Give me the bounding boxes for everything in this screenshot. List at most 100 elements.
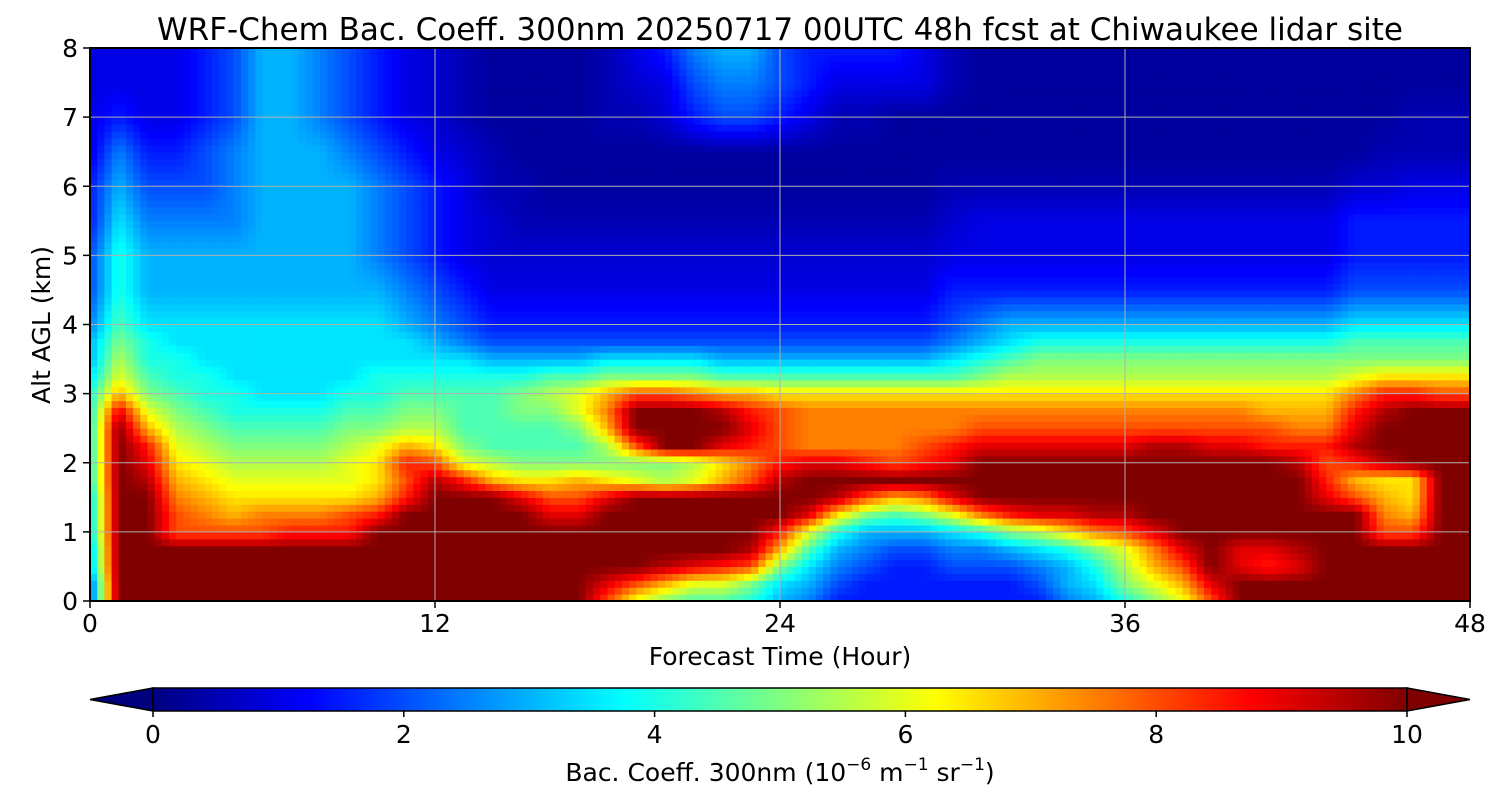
heatmap-cell	[557, 524, 565, 533]
heatmap-cell	[1369, 531, 1378, 540]
heatmap-cell	[880, 462, 889, 471]
heatmap-cell	[1045, 469, 1054, 478]
heatmap-cell	[1168, 594, 1176, 601]
heatmap-cell	[787, 421, 795, 429]
heatmap-cell	[1319, 531, 1327, 540]
heatmap-cell	[1067, 476, 1076, 485]
heatmap-cell	[521, 448, 530, 457]
heatmap-cell	[1254, 594, 1263, 601]
heatmap-cell	[406, 545, 415, 554]
heatmap-cell	[801, 497, 810, 505]
heatmap-cell	[370, 531, 379, 540]
heatmap-cell	[1031, 435, 1040, 443]
heatmap-cell	[226, 587, 235, 595]
heatmap-cell	[1426, 490, 1435, 498]
heatmap-cell	[700, 559, 709, 568]
heatmap-cell	[535, 552, 544, 561]
heatmap-cell	[952, 462, 961, 471]
heatmap-cell	[1010, 469, 1018, 478]
heatmap-cell	[765, 476, 774, 485]
heatmap-cell	[1017, 476, 1025, 485]
heatmap-cell	[607, 483, 616, 491]
heatmap-cell	[1182, 435, 1191, 443]
heatmap-cell	[708, 421, 716, 429]
heatmap-cell	[161, 518, 170, 526]
heatmap-cell	[1096, 469, 1105, 478]
heatmap-cell	[787, 580, 795, 588]
heatmap-cell	[1189, 545, 1198, 554]
heatmap-cell	[643, 448, 652, 457]
heatmap-cell	[1125, 428, 1133, 436]
heatmap-cell	[1153, 469, 1162, 478]
heatmap-cell	[341, 469, 350, 478]
heatmap-cell	[1089, 476, 1097, 485]
heatmap-cell	[269, 455, 278, 464]
heatmap-cell	[219, 531, 228, 540]
heatmap-cell	[945, 594, 954, 601]
heatmap-cell	[341, 421, 350, 429]
heatmap-cell	[1369, 442, 1378, 450]
heatmap-cell	[478, 476, 486, 485]
heatmap-cell	[614, 469, 623, 478]
heatmap-cell	[729, 504, 738, 512]
heatmap-cell	[154, 448, 163, 457]
heatmap-cell	[370, 538, 379, 547]
heatmap-cell	[916, 531, 925, 540]
heatmap-cell	[370, 435, 379, 443]
heatmap-cell	[161, 435, 170, 443]
heatmap-cell	[1017, 545, 1025, 554]
heatmap-cell	[1067, 566, 1076, 574]
heatmap-cell	[1225, 490, 1234, 498]
heatmap-cell	[902, 490, 910, 498]
heatmap-cell	[255, 559, 264, 568]
heatmap-cell	[233, 524, 242, 533]
heatmap-cell	[456, 587, 465, 595]
heatmap-cell	[305, 462, 314, 471]
heatmap-cell	[341, 442, 350, 450]
heatmap-cell	[442, 518, 450, 526]
heatmap-cell	[125, 511, 134, 519]
heatmap-cell	[399, 524, 407, 533]
heatmap-cell	[205, 448, 213, 457]
heatmap-cell	[391, 504, 400, 512]
heatmap-cell	[1168, 448, 1176, 457]
heatmap-cell	[1139, 504, 1148, 512]
heatmap-cell	[571, 580, 580, 588]
heatmap-cell	[363, 511, 371, 519]
heatmap-cell	[844, 442, 853, 450]
heatmap-cell	[995, 483, 1004, 491]
heatmap-cell	[974, 594, 982, 601]
heatmap-cell	[772, 448, 781, 457]
heatmap-cell	[629, 442, 637, 450]
heatmap-cell	[176, 580, 185, 588]
heatmap-cell	[873, 421, 882, 429]
heatmap-cell	[1218, 518, 1227, 526]
heatmap-cell	[1103, 566, 1112, 574]
heatmap-cell	[1175, 559, 1184, 568]
heatmap-cell	[492, 531, 501, 540]
heatmap-cell	[772, 524, 781, 533]
heatmap-cell	[312, 455, 321, 464]
heatmap-cell	[97, 559, 105, 568]
heatmap-cell	[291, 448, 300, 457]
heatmap-cell	[248, 442, 256, 450]
heatmap-cell	[600, 483, 609, 491]
heatmap-cell	[902, 428, 910, 436]
heatmap-cell	[190, 552, 199, 561]
heatmap-cell	[1390, 559, 1399, 568]
heatmap-cell	[930, 531, 939, 540]
heatmap-cell	[312, 552, 321, 561]
heatmap-cell	[988, 524, 997, 533]
heatmap-cell	[248, 483, 256, 491]
heatmap-cell	[873, 469, 882, 478]
heatmap-cell	[945, 518, 954, 526]
heatmap-cell	[1060, 531, 1069, 540]
heatmap-cell	[1096, 462, 1105, 471]
heatmap-cell	[377, 469, 386, 478]
heatmap-cell	[859, 538, 867, 547]
heatmap-cell	[945, 538, 954, 547]
heatmap-cell	[1117, 428, 1126, 436]
heatmap-cell	[1304, 518, 1313, 526]
heatmap-cell	[1448, 524, 1457, 533]
heatmap-cell	[334, 559, 343, 568]
